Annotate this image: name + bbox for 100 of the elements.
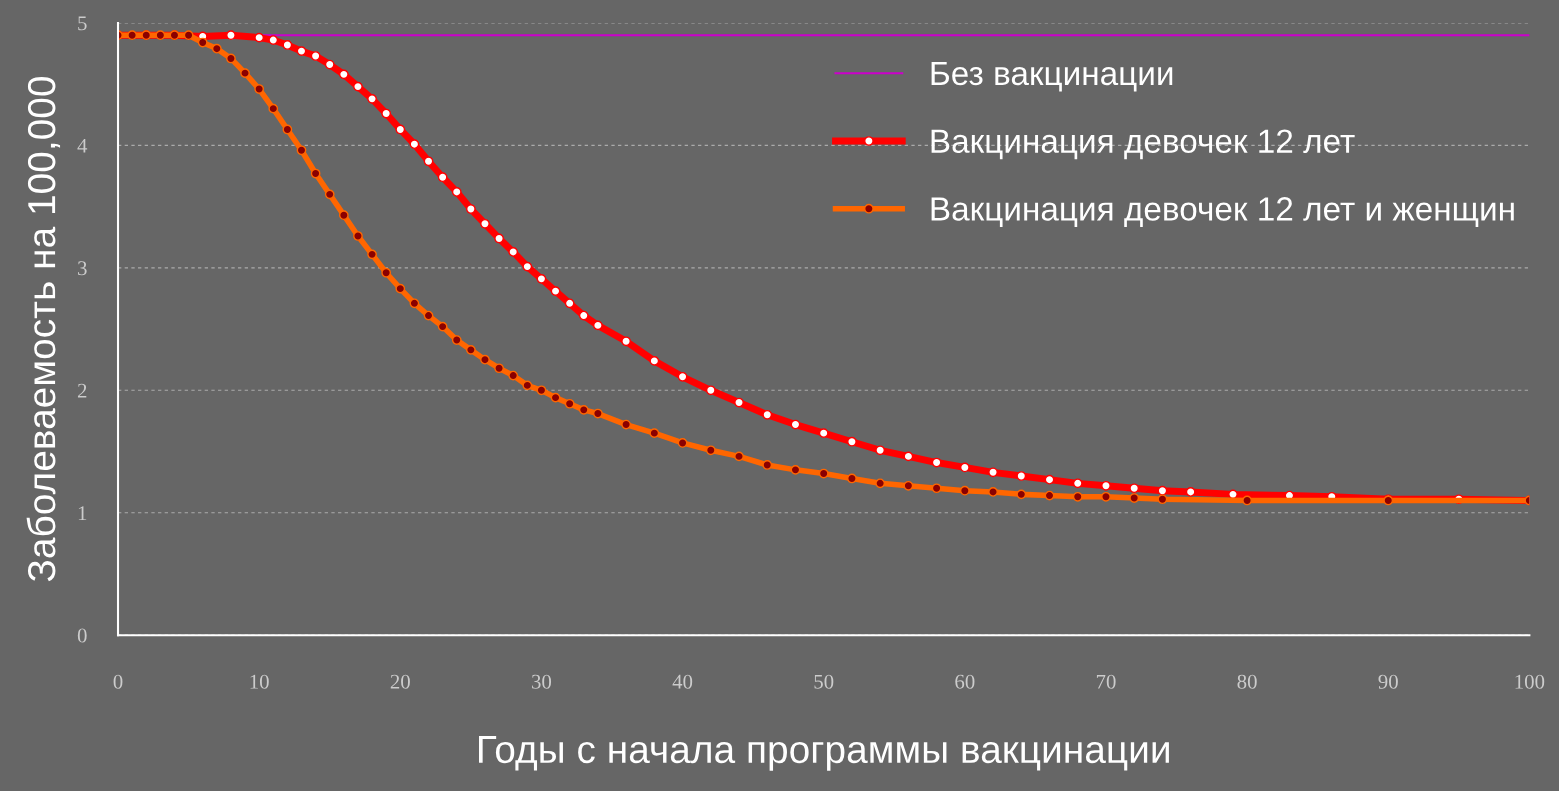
point (211, 43, 222, 54)
point (875, 478, 886, 489)
x-tick-label: 10 (250, 674, 269, 689)
point (762, 460, 773, 470)
y-tick-label: 2 (77, 383, 87, 398)
point (409, 298, 420, 309)
point (381, 108, 392, 119)
point (578, 405, 589, 415)
point (677, 438, 688, 448)
point (437, 321, 448, 332)
point (959, 485, 970, 496)
x-tick-label: 90 (1378, 674, 1398, 689)
point (240, 68, 250, 79)
point (705, 385, 716, 396)
point (818, 428, 829, 438)
point (1016, 489, 1027, 500)
point (381, 267, 392, 278)
point (847, 473, 857, 484)
point (338, 210, 349, 221)
point (790, 465, 801, 475)
point (155, 30, 166, 41)
point (423, 156, 434, 167)
point (734, 397, 744, 408)
point (367, 93, 377, 104)
point (268, 103, 279, 114)
point (395, 124, 406, 135)
point (1101, 480, 1111, 491)
point (367, 249, 377, 260)
point (536, 273, 547, 284)
x-tick-label: 70 (1096, 674, 1116, 689)
point (409, 139, 420, 150)
point (183, 30, 194, 41)
point (437, 172, 448, 183)
point (578, 310, 589, 321)
point (734, 451, 744, 462)
point (324, 59, 335, 70)
point (550, 286, 561, 296)
y-tick-label: 4 (77, 138, 88, 153)
y-axis-title: Заболеваемость на 100,000 (26, 77, 61, 582)
point (197, 37, 208, 48)
point (649, 356, 660, 366)
legend-label: Без вакцинации (931, 61, 1173, 92)
point (226, 53, 236, 64)
point (451, 187, 462, 197)
point (875, 445, 886, 456)
point (550, 392, 561, 403)
point (818, 468, 829, 479)
point (903, 480, 914, 491)
y-tick-label: 5 (78, 16, 87, 31)
point (1242, 495, 1252, 506)
point (480, 218, 490, 229)
point (522, 380, 533, 391)
point (423, 310, 434, 321)
point (593, 408, 603, 419)
point (790, 419, 801, 430)
y-tick-label: 1 (78, 506, 87, 520)
point (296, 46, 307, 56)
point (903, 451, 914, 462)
point (847, 436, 857, 447)
point (931, 483, 942, 494)
x-tick-label: 30 (532, 674, 552, 689)
point (564, 298, 575, 309)
y-tick-label: 0 (77, 628, 87, 643)
point (522, 261, 533, 272)
point (705, 445, 716, 456)
point (465, 204, 476, 214)
point (988, 487, 998, 497)
x-tick-label: 20 (390, 674, 410, 689)
point (508, 370, 519, 381)
point (338, 69, 349, 80)
point (1157, 494, 1168, 505)
point (353, 231, 363, 241)
point (593, 320, 603, 331)
point (564, 398, 575, 409)
point (1101, 491, 1111, 502)
point (988, 467, 998, 478)
point (451, 335, 462, 345)
point (621, 336, 631, 347)
point (324, 189, 335, 200)
legend-label: Вакцинация девочек 12 лет (931, 129, 1355, 160)
x-tick-label: 40 (672, 674, 693, 689)
point (536, 385, 547, 396)
x-tick-label: 50 (814, 674, 834, 689)
point (677, 371, 688, 382)
point (1044, 490, 1055, 501)
point (1072, 491, 1083, 502)
point (465, 345, 476, 355)
x-tick-label: 100 (1515, 674, 1545, 689)
point (254, 32, 265, 43)
point (282, 124, 293, 135)
point (1044, 474, 1055, 485)
x-tick-label: 0 (113, 674, 123, 689)
point (254, 84, 265, 94)
point (127, 30, 137, 41)
point (1129, 493, 1140, 503)
point (226, 30, 236, 41)
point (268, 35, 279, 45)
x-tick-label: 80 (1237, 674, 1257, 689)
point (494, 363, 504, 374)
point (480, 354, 490, 365)
